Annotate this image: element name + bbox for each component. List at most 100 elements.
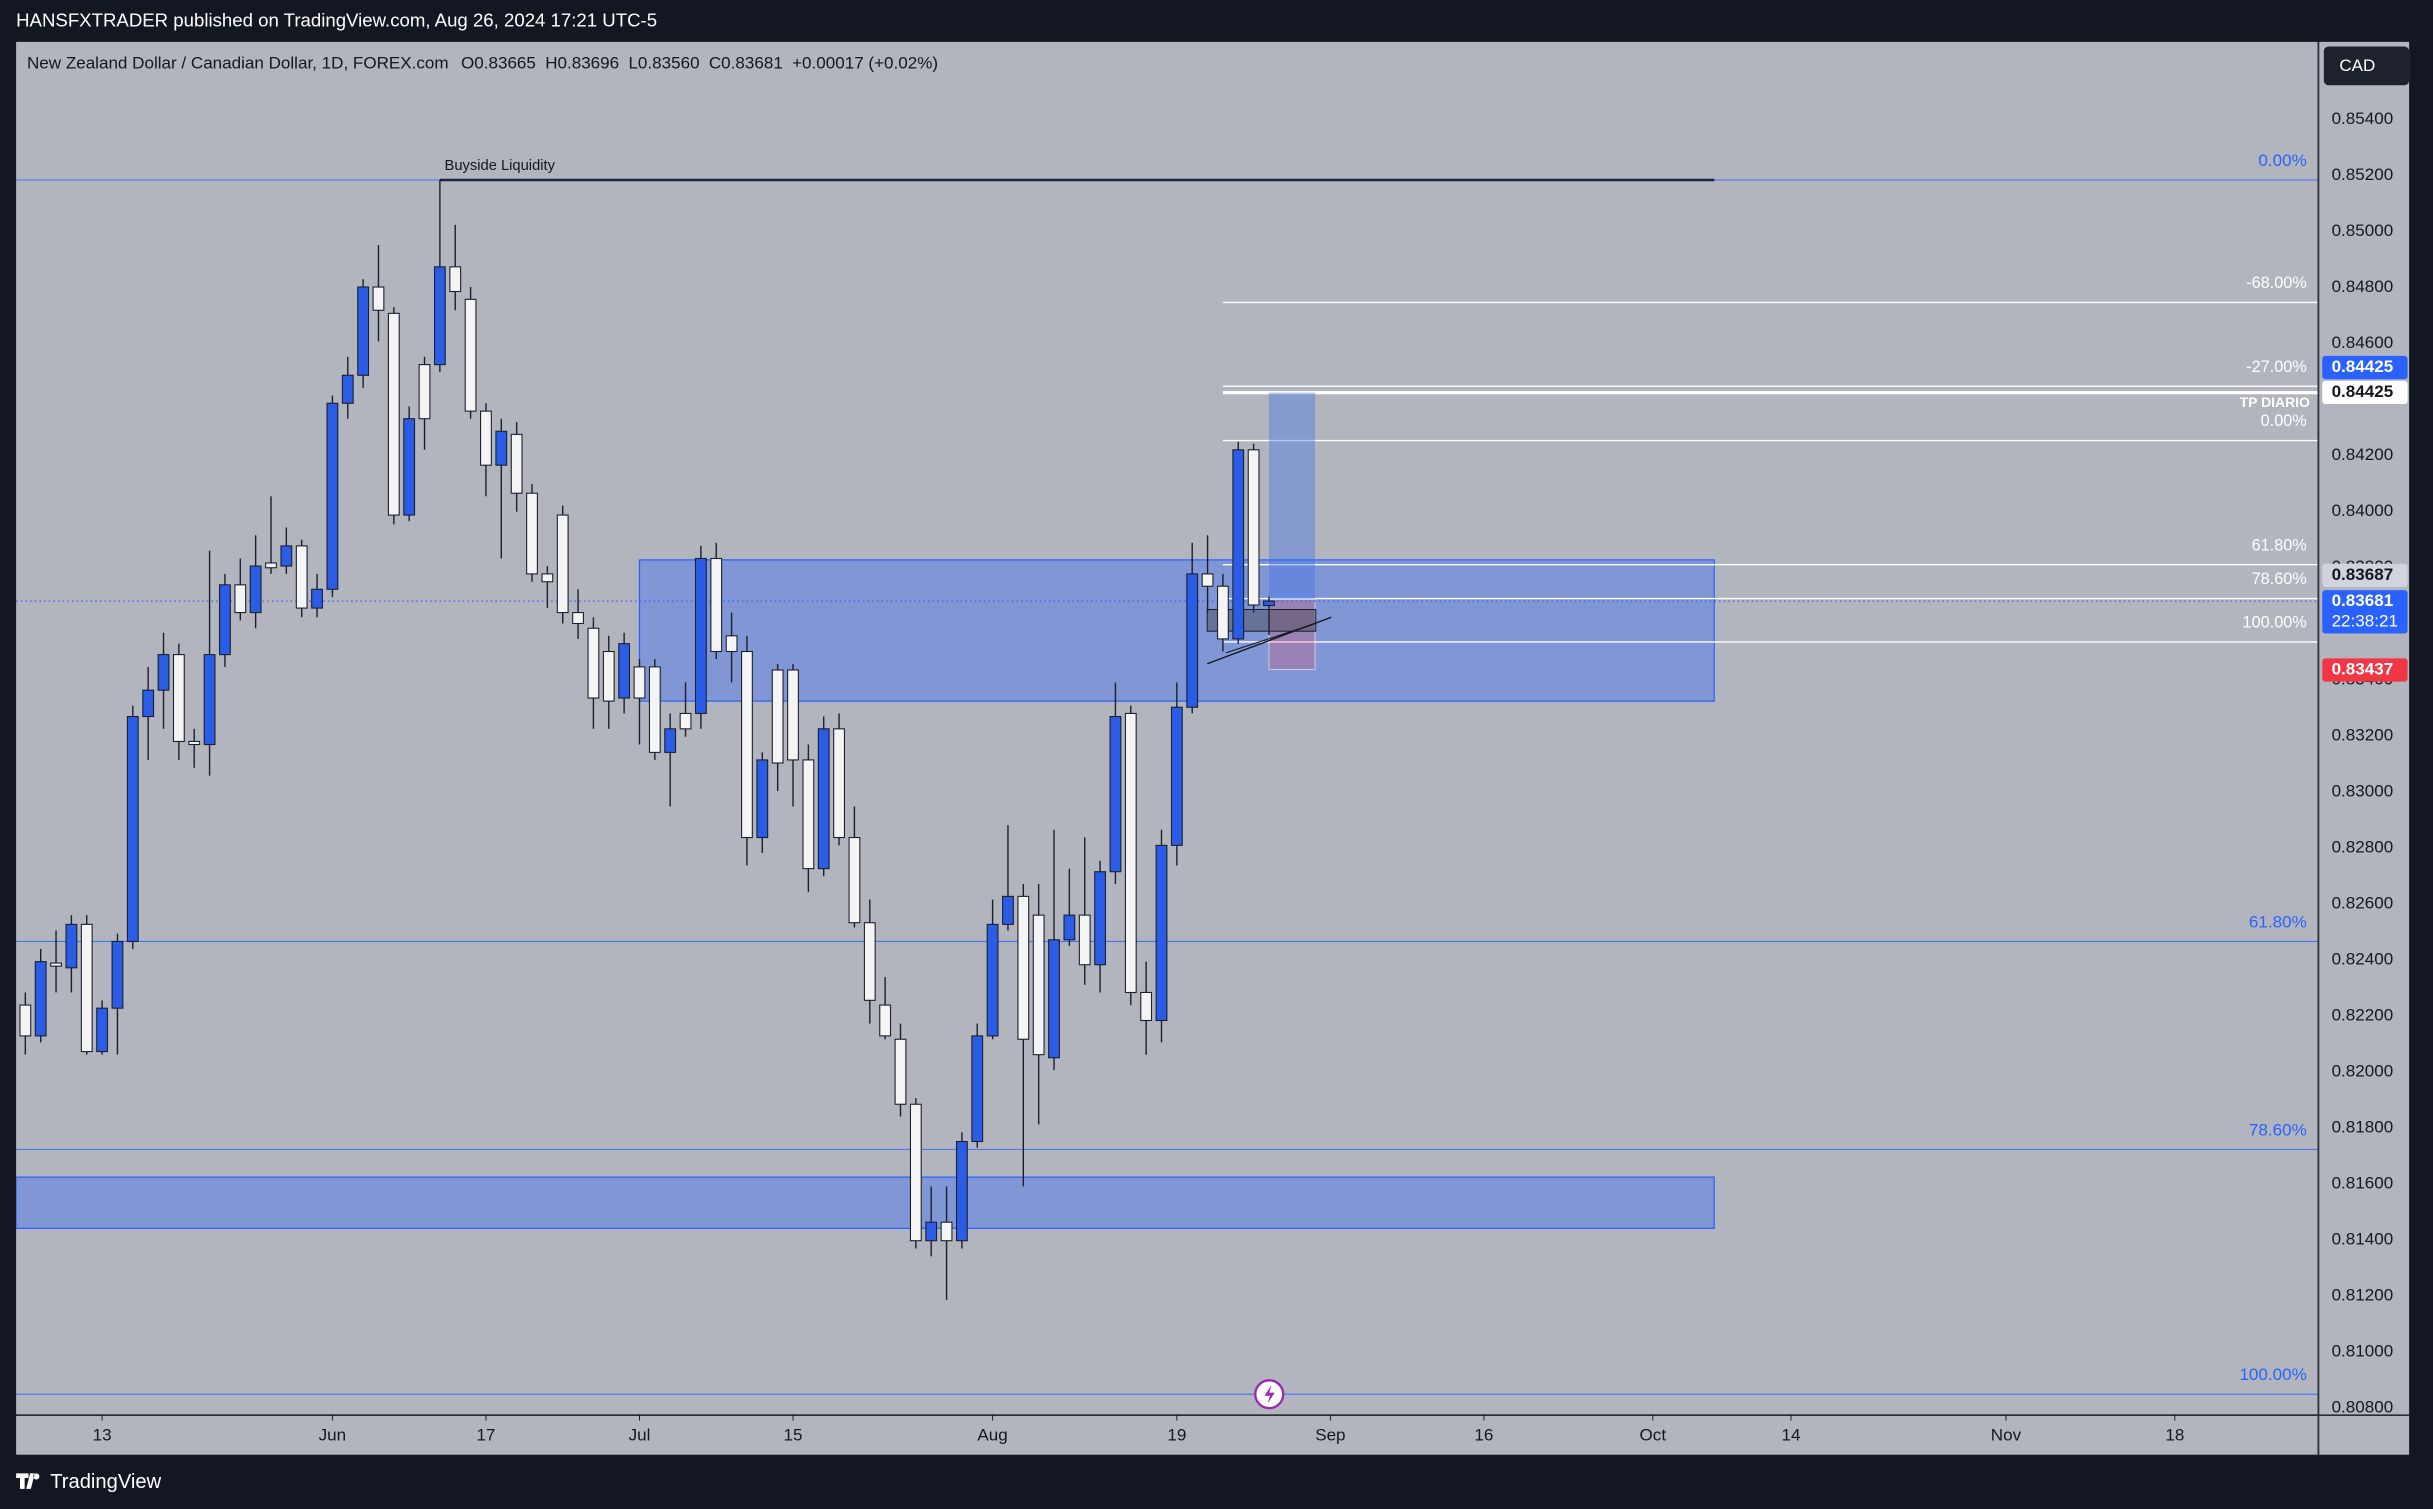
candle-body [925,1221,938,1242]
x-tick-label: 19 [1167,1426,1186,1445]
fib-level-label: 61.80% [2252,536,2307,554]
price-tag [2322,355,2408,380]
price-tag-label: 0.83687 [2332,565,2394,584]
y-tick-label: 0.84800 [2332,277,2394,296]
candle-body [19,1004,32,1037]
liquidity-label: Buyside Liquidity [445,158,556,174]
candle-body [1094,871,1107,966]
x-tick-label: Jul [629,1426,651,1445]
candle-body [280,545,293,567]
price-tag [2322,380,2408,405]
symbol-title: New Zealand Dollar / Canadian Dollar, 1D… [27,53,449,72]
alert-bolt[interactable] [1264,1384,1275,1404]
candle-body [633,666,646,699]
x-tick-label: 14 [1782,1426,1801,1445]
candle-body [126,715,139,943]
logo-mark[interactable] [16,1473,40,1489]
change-value: +0.00017 (+0.02%) [792,53,938,72]
currency-label[interactable]: CAD [2339,56,2375,75]
x-tick-label: 13 [93,1426,112,1445]
candle-body [326,402,339,590]
candle-body [1247,449,1260,606]
candle-body [1140,991,1153,1022]
candle-body [541,573,554,583]
candle-body [34,961,47,1037]
candle-body [817,728,830,870]
x-tick-label: Oct [1640,1426,1667,1445]
y-tick-label: 0.83000 [2332,781,2394,800]
y-tick-label: 0.85400 [2332,109,2394,128]
candle-body [1155,844,1168,1022]
candle-body [694,557,707,714]
price-tag [2322,658,2408,682]
price-tag-label: 0.83437 [2332,659,2394,678]
x-tick-label: Sep [1315,1426,1345,1445]
candle-body [771,669,784,764]
candle-body [403,418,416,516]
position-stop [1268,598,1316,670]
candle-body [556,514,569,614]
candle-body [572,612,584,625]
candle-body [587,627,600,699]
plot-layer [16,178,2318,1395]
candle-body [418,364,431,420]
candle-body [157,654,170,691]
candle-body [1263,600,1275,607]
y-tick-label: 0.84600 [2332,333,2394,352]
currency-button-bg[interactable] [2323,46,2410,86]
candle-body [188,740,201,746]
candle-body [80,923,93,1053]
y-tick-label: 0.84000 [2332,501,2394,520]
candle-body [372,286,385,311]
y-tick-label: 0.81000 [2332,1342,2394,1361]
symbol-legend: New Zealand Dollar / Canadian Dollar, 1D… [27,53,938,72]
candle-body [863,922,876,1001]
x-tick-label: 17 [476,1426,495,1445]
trend-line [1225,622,1316,654]
candle-body [1032,914,1045,1056]
candle-body [725,635,738,653]
y-tick-label: 0.81800 [2332,1118,2394,1137]
price-tag [2322,563,2408,588]
candle-body [940,1221,953,1242]
footer-logo[interactable]: TradingView [16,1471,162,1493]
candle-body [710,557,723,653]
candle-body [172,654,185,742]
candle-body [96,1007,109,1053]
fib-level-label: 78.60% [2252,570,2307,588]
candle-body [971,1035,984,1143]
candle-body [387,312,400,516]
fib-level-label: -27.00% [2246,358,2307,376]
candle-body [295,545,308,609]
candle-body [1109,715,1122,873]
candle-body [1216,585,1229,640]
candle-body [249,565,262,614]
candle-body [234,584,247,614]
candle-body [311,588,323,609]
alert-icon[interactable] [1254,1379,1285,1410]
candle-body [879,1004,892,1037]
position-target [1268,392,1316,600]
ohlc-value: L0.83560 [628,53,699,72]
candle-body [848,836,861,924]
fib-level-label: 100.00% [2239,1365,2306,1384]
fib-level-label: 0.00% [2261,412,2307,430]
candle-body [510,433,523,494]
publish-header: HANSFXTRADER published on TradingView.co… [16,10,657,31]
price-tag [2322,590,2408,634]
brand-name[interactable]: TradingView [50,1471,161,1493]
candle-body [1186,573,1199,708]
y-tick-label: 0.82800 [2332,837,2394,856]
currency-button[interactable]: CAD [2323,46,2410,86]
y-tick-label: 0.81400 [2332,1230,2394,1249]
candle-body [265,562,277,569]
candle-body [341,374,354,404]
candle-body [802,759,815,870]
candle-body [50,962,62,967]
x-tick-label: Aug [977,1426,1007,1445]
order-block-zone [16,1176,1715,1229]
fib-level-label: 0.00% [2258,151,2306,170]
order-block-zone [638,559,1715,702]
fib-level-label: 78.60% [2249,1120,2307,1139]
